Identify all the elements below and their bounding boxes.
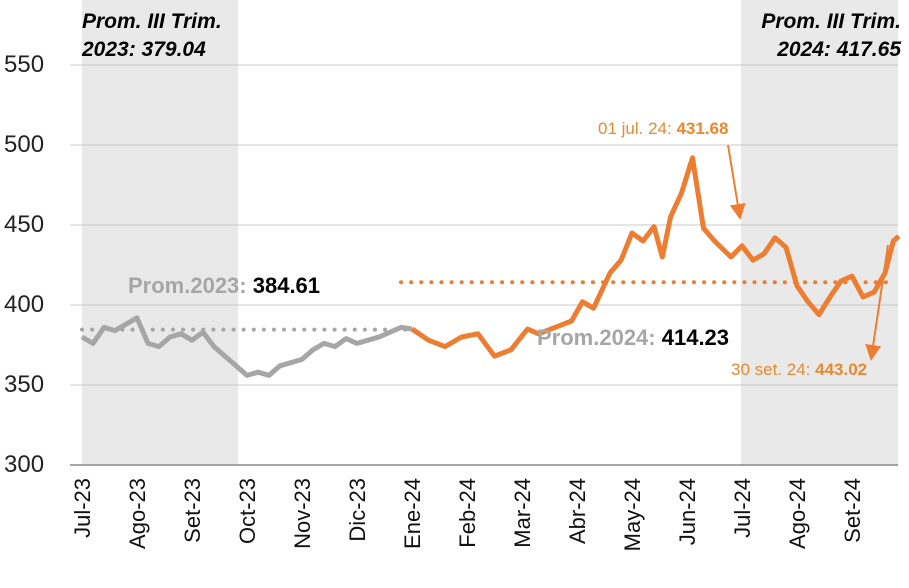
quarter-label-2024-line1: Prom. III Trim.: [761, 10, 901, 33]
avg-label-2023-value: 384.61: [252, 273, 321, 298]
y-tick-450: 450: [4, 211, 45, 238]
avg-label-2024: Prom.2024: 414.23: [537, 325, 729, 351]
x-tick-jul-23: Jul-23: [70, 478, 95, 538]
quarter-label-2024-line2: 2024: 417.65: [777, 38, 901, 61]
annotation-jul: 01 jul. 24: 431.68: [598, 119, 728, 139]
x-tick-abr-24: Abr-24: [565, 478, 590, 545]
x-tick-set-23: Set-23: [180, 478, 205, 543]
x-tick-ene-24: Ene-24: [400, 478, 425, 549]
x-tick-ago-24: Ago-24: [785, 478, 810, 549]
x-tick-ago-23: Ago-23: [125, 478, 150, 549]
x-tick-nov-23: Nov-23: [290, 478, 315, 549]
x-tick-feb-24: Feb-24: [455, 478, 480, 548]
x-tick-dic-23: Dic-23: [345, 478, 370, 542]
quarter-label-2024: Prom. III Trim. 2024: 417.65: [761, 8, 901, 64]
annotation-set-value: 443.02: [815, 360, 868, 379]
quarter-label-2023-line2: 2023: 379.04: [82, 38, 206, 61]
quarter-shade-2024: [741, 0, 898, 465]
series-line-2024: [410, 155, 901, 359]
x-tick-mar-24: Mar-24: [510, 478, 535, 548]
x-tick-jul-24: Jul-24: [730, 478, 755, 538]
x-tick-oct-23: Oct-23: [235, 478, 260, 545]
avg-label-2024-text: Prom.2024:: [537, 325, 662, 350]
annotation-set: 30 set. 24: 443.02: [731, 360, 867, 380]
avg-label-2023-text: Prom.2023:: [128, 273, 253, 298]
annotation-jul-label: 01 jul. 24:: [598, 119, 677, 138]
arrow-set: [865, 244, 889, 361]
y-tick-400: 400: [4, 291, 45, 318]
quarter-shade-2023: [82, 0, 238, 465]
arrow-jul: [727, 144, 746, 220]
series-line-2023: [80, 315, 413, 378]
y-tick-500: 500: [4, 131, 45, 158]
y-tick-300: 300: [4, 451, 45, 478]
annotation-jul-value: 431.68: [676, 119, 729, 138]
quarter-label-2023: Prom. III Trim. 2023: 379.04: [82, 8, 222, 64]
x-tick-set-24: Set-24: [840, 478, 865, 543]
avg-label-2023: Prom.2023: 384.61: [128, 273, 320, 299]
x-tick-may-24: May-24: [620, 478, 645, 552]
avg-label-2024-value: 414.23: [661, 325, 730, 350]
quarter-label-2023-line1: Prom. III Trim.: [82, 10, 222, 33]
annotation-set-label: 30 set. 24:: [731, 360, 816, 379]
x-tick-jun-24: Jun-24: [675, 478, 700, 546]
y-tick-350: 350: [4, 371, 45, 398]
y-tick-550: 550: [4, 51, 45, 78]
